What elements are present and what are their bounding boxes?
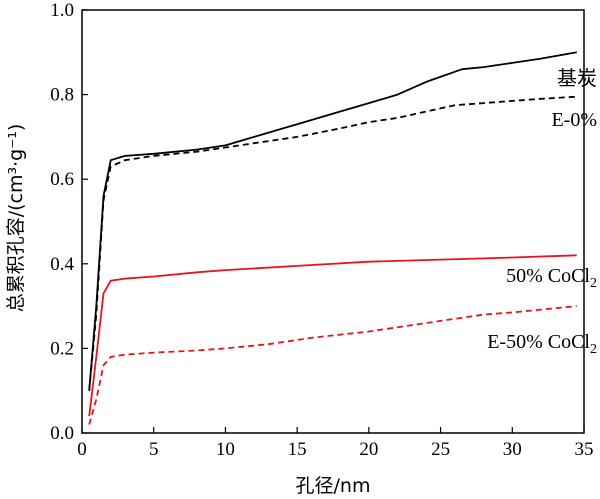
x-tick-label: 10 [216, 439, 235, 460]
x-tick-label: 15 [288, 439, 307, 460]
plot-frame [81, 9, 585, 434]
series-line-3 [88, 254, 577, 417]
x-tick-label: 5 [149, 439, 159, 460]
y-tick-label: 0.8 [50, 85, 74, 106]
y-tick-label: 0.4 [50, 254, 74, 275]
series-labels: 基炭 E-0% 50% CoCl2 E-50% CoCl2 [487, 67, 597, 357]
series-label-4: E-50% CoCl2 [487, 331, 597, 357]
series-label-1: 基炭 [557, 67, 597, 90]
y-tick-label: 0.6 [50, 169, 74, 190]
series-label-3: 50% CoCl2 [506, 265, 597, 291]
x-tick-label: 35 [575, 439, 594, 460]
series-line-2 [88, 95, 577, 391]
x-tick-label: 25 [431, 439, 450, 460]
series-layer [88, 51, 577, 425]
y-tick-label: 1.0 [50, 0, 74, 21]
series-label-2: E-0% [551, 109, 597, 131]
ticks-layer: 0 5 10 15 20 25 30 35 0.0 0.2 0.4 0.6 0.8 1.0 [50, 0, 593, 460]
y-axis-title: 总累积孔容/(cm³·g⁻¹) [5, 124, 27, 313]
y-tick-label: 0.0 [50, 423, 74, 444]
series-line-1 [88, 51, 577, 391]
x-axis-title: 孔径/nm [296, 475, 371, 497]
x-tick-label: 30 [503, 439, 522, 460]
series-line-4 [88, 305, 577, 425]
x-tick-label: 20 [359, 439, 378, 460]
y-tick-label: 0.2 [50, 338, 74, 359]
x-tick-label: 0 [77, 439, 87, 460]
